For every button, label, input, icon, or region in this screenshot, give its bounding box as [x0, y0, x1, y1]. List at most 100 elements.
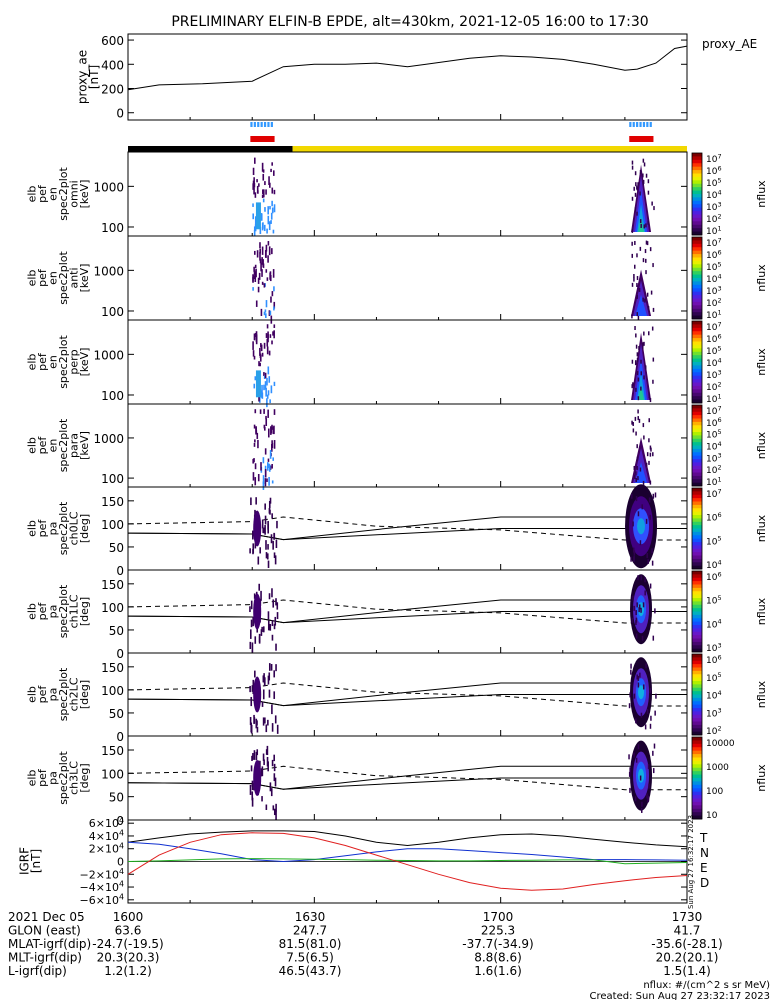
- bottom-row-value: 1700: [483, 910, 514, 924]
- colorbar-cell: [692, 465, 702, 470]
- pitch-angle-pixel: [635, 610, 637, 616]
- ytick-label: 150: [101, 661, 124, 675]
- spectrogram-pixel: [266, 277, 269, 281]
- pitch-angle-pixel: [641, 504, 643, 510]
- pitch-angle-pixel: [271, 704, 273, 715]
- spectrogram-pixel: [271, 442, 274, 449]
- pitch-angle-pixel: [251, 642, 254, 653]
- spectrogram-pixel: [270, 385, 273, 394]
- colorbar-cell: [692, 635, 702, 639]
- spectrogram-pixel: [646, 241, 649, 246]
- colorbar-cell: [692, 791, 702, 796]
- spectrogram-pixel: [632, 382, 634, 387]
- spectrogram-pixel: [264, 372, 267, 379]
- pitch-angle-pixel: [636, 602, 638, 608]
- colorbar-cell: [692, 257, 702, 262]
- pitch-angle-pixel: [250, 497, 252, 506]
- colorbar-tick-label: 104: [706, 272, 722, 285]
- colorbar-cell: [692, 452, 702, 457]
- pitch-angle-pixel: [272, 805, 275, 811]
- ytick-label: 100: [101, 518, 124, 532]
- bottom-row-value: 247.7: [293, 924, 327, 938]
- pitch-angle-pixel: [262, 717, 265, 726]
- axis-label-line: pa: [47, 688, 60, 702]
- pitch-angle-pixel: [637, 675, 640, 681]
- colorbar-cell: [692, 657, 702, 662]
- colorbar-cell: [692, 231, 702, 236]
- pitch-angle-pixel: [264, 503, 266, 510]
- axis-label-line: [nT]: [87, 65, 101, 89]
- pitch-angle-pixel: [275, 810, 277, 821]
- colorbar-title: nflux: [755, 764, 768, 792]
- ytick-label: 100: [101, 305, 124, 319]
- science-collection-tick: [629, 122, 632, 127]
- colorbar-cell: [692, 584, 702, 589]
- loss-cone-line: [127, 611, 687, 624]
- spectrogram-pixel: [261, 223, 264, 231]
- pitch-angle-pixel: [275, 643, 277, 651]
- colorbar-tick-label: 103: [706, 200, 722, 213]
- colorbar-cell: [692, 750, 702, 755]
- spectrogram-pixel: [252, 274, 254, 282]
- axis-label-line: [keV]: [78, 180, 91, 209]
- pitch-angle-pixel: [253, 593, 256, 599]
- axis-label-line: spec2plot: [57, 418, 70, 472]
- colorbar-cell: [692, 278, 702, 282]
- colorbar-cell: [692, 327, 702, 332]
- bottom-row-label: MLAT-igrf(dip): [8, 937, 91, 951]
- spectrogram-pixel: [259, 226, 262, 235]
- pitch-angle-pixel: [637, 511, 640, 517]
- ytick-label: 100: [101, 601, 124, 615]
- pitch-angle-pixel: [645, 663, 647, 669]
- pitch-angle-pixel: [635, 757, 638, 763]
- spectrogram-pixel: [271, 464, 273, 469]
- spectrogram-pixel: [634, 207, 637, 212]
- axis-label-line: pef: [36, 685, 49, 704]
- ytick-label: 1000: [93, 348, 124, 362]
- axis-label-line: [deg]: [78, 597, 91, 626]
- pitch-angle-pixel: [647, 795, 650, 801]
- spectrogram-pixel: [271, 440, 273, 444]
- spectrogram-pixel: [266, 338, 269, 347]
- spectrogram-pixel: [273, 440, 276, 449]
- colorbar-tick-label: 106: [706, 511, 722, 524]
- bottom-row-value: -35.6(-28.1): [651, 937, 722, 951]
- spectrogram-pixel: [648, 418, 650, 423]
- colorbar-cell: [692, 207, 702, 212]
- colorbar-frame: [691, 653, 703, 736]
- pitch-angle-pixel: [263, 759, 265, 766]
- spectrogram-pixel: [265, 415, 267, 420]
- spectrogram-pixel: [273, 381, 276, 387]
- pitch-angle-pixel: [255, 751, 258, 761]
- colorbar-cell: [692, 598, 702, 602]
- science-collection-tick: [267, 122, 270, 127]
- spectrogram-pixel: [253, 333, 256, 341]
- pitch-angle-pixel: [630, 663, 632, 669]
- colorbar-cell: [692, 778, 702, 782]
- colorbar-cell: [692, 392, 702, 397]
- spectrogram-pixel: [266, 462, 269, 471]
- spectrogram-pixel: [638, 418, 641, 423]
- colorbar-cell: [692, 284, 702, 289]
- colorbar-cell: [692, 571, 702, 575]
- colorbar-cell: [692, 344, 702, 349]
- spectrogram-pixel: [253, 229, 256, 237]
- colorbar-cell: [692, 479, 702, 484]
- colorbar-cell: [692, 631, 702, 636]
- pitch-angle-pixel: [640, 807, 643, 813]
- colorbar-cell: [692, 548, 702, 553]
- colorbar-cell: [692, 774, 702, 779]
- pitch-angle-pixel: [629, 767, 631, 773]
- colorbar-cell: [692, 405, 702, 409]
- axis-label-line: en: [47, 187, 60, 201]
- spectrogram-pixel: [263, 372, 265, 376]
- colorbar-cell: [692, 334, 702, 339]
- colorbar-cell: [692, 728, 702, 733]
- science-collection-tick: [253, 122, 256, 127]
- spectrogram-pixel: [258, 394, 260, 402]
- pitch-angle-blob: [637, 518, 646, 535]
- colorbar-cell: [692, 704, 702, 709]
- pitch-angle-pixel: [629, 787, 631, 793]
- spectrogram-pixel: [636, 444, 638, 449]
- colorbar-cell: [692, 445, 702, 450]
